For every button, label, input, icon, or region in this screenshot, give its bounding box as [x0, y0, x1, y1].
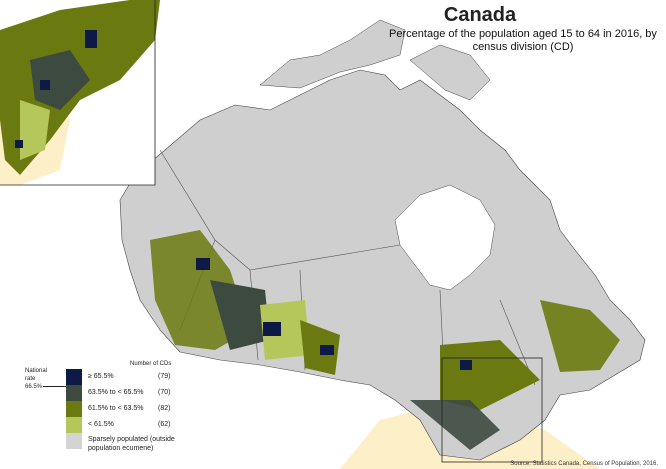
legend-swatch-3 [66, 401, 82, 417]
legend-swatch-4 [66, 417, 82, 433]
legend-count-1: (79) [158, 373, 171, 380]
hudson-bay [394, 184, 496, 291]
legend-label-5: Sparsely populated (outside population e… [88, 436, 175, 452]
map-subtitle: Percentage of the population aged 15 to … [389, 28, 657, 53]
inset-map-southern-ontario-quebec [0, 0, 160, 186]
legend-swatch-5 [66, 433, 82, 449]
legend-label-4: < 61.5% [88, 421, 114, 428]
legend-label-1: ≥ 65.5% [88, 373, 114, 380]
count-header: Number of CDs [130, 361, 172, 367]
legend-count-2: (70) [158, 389, 171, 396]
national-rate: National rate 66.5% [25, 367, 47, 391]
inset-extent-box [441, 357, 543, 463]
legend-label-2: 63.5% to < 65.5% [88, 389, 144, 396]
legend-swatch-1 [66, 369, 82, 385]
arctic-islands [259, 19, 491, 101]
national-rate-value: 66.5% [25, 384, 43, 390]
national-rate-marker [43, 386, 67, 387]
legend: National rate 66.5% Number of CDs ≥ 65.5… [0, 355, 200, 469]
legend-swatch-2 [66, 385, 82, 401]
legend-count-3: (82) [158, 405, 171, 412]
national-rate-label: National rate [25, 368, 48, 382]
legend-label-3: 61.5% to < 63.5% [88, 405, 144, 412]
source-note: Source: Statistics Canada, Census of Pop… [510, 461, 658, 467]
map-title: Canada [443, 4, 517, 26]
legend-count-4: (62) [158, 421, 171, 428]
